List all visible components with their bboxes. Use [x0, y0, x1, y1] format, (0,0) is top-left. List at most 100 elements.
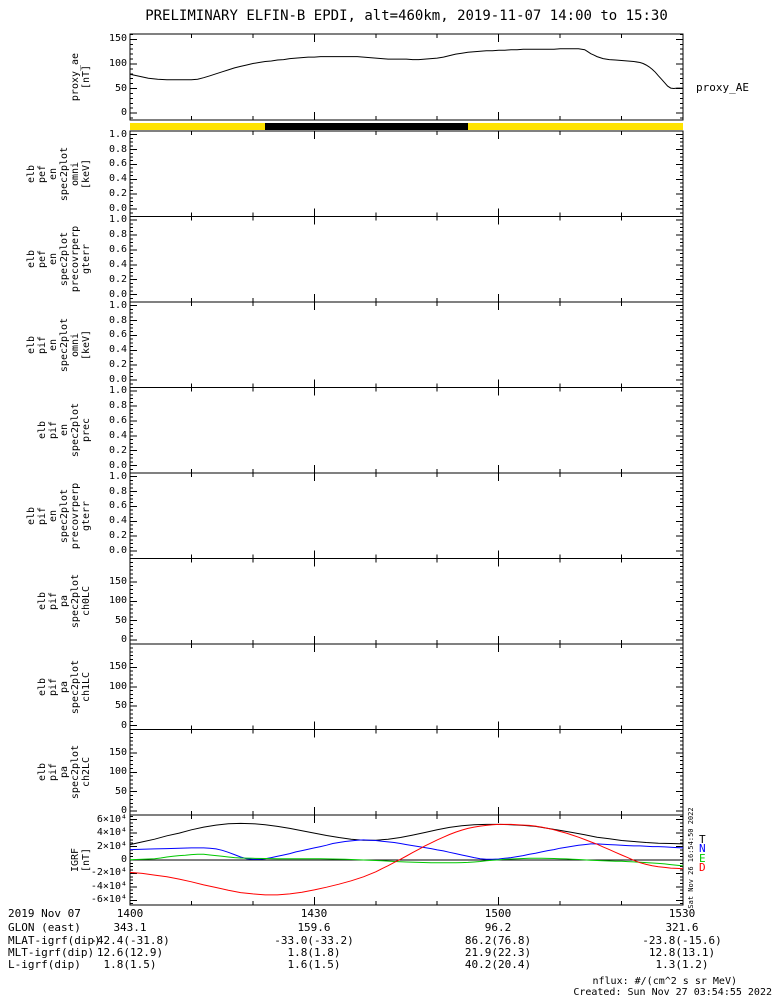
ytick-label: 50: [114, 785, 127, 797]
igrf-legend-T: T: [699, 833, 706, 846]
ytick-label: 0.2: [108, 444, 127, 456]
ytick-label: 6×10⁴: [96, 813, 127, 825]
igrf-legend-D: D: [699, 861, 706, 874]
ytick-label: 100: [108, 766, 127, 778]
panel-ylabel-line: elb: [36, 677, 48, 696]
nflux-units-note: nflux: #/(cm^2 s sr MeV): [592, 976, 738, 987]
footer-cell: 1.8(1.5): [103, 958, 157, 971]
ytick-label: 0.0: [108, 459, 127, 471]
xtick-label: 1500: [484, 907, 512, 920]
ytick-label: 0.6: [108, 158, 127, 170]
footer-cell: 86.2(76.8): [464, 934, 532, 947]
xtick-label: 1430: [300, 907, 328, 920]
panel-ylabel-line: elb: [36, 421, 48, 440]
panel-ylabel-line: elb: [25, 164, 37, 183]
footer-cell: 1.6(1.5): [287, 958, 341, 971]
panel-ylabel-line: [nT]: [80, 847, 92, 873]
panel-axes-proxy_ae: [129, 33, 684, 121]
footer-cell: 1.8(1.8): [287, 946, 341, 959]
panel-ylabel-line: spec2plot: [58, 146, 70, 201]
panel-ylabel-line: [keV]: [80, 329, 92, 360]
footer-cell: -23.8(-15.6): [642, 934, 722, 947]
ytick-label: 0.2: [108, 273, 127, 285]
ytick-label: 150: [108, 661, 127, 673]
panel-axes-elb_pif_pa_spec2plot_ch0LC: [129, 558, 684, 645]
footer-cell: 96.2: [484, 921, 512, 934]
ytick-label: 1.0: [108, 470, 127, 482]
ytick-label: 1.0: [108, 299, 127, 311]
panel-ylabel-line: omni: [69, 332, 81, 357]
panel-ylabel-line: proxy_ae: [69, 52, 81, 102]
igrf-legend-E: E: [699, 852, 706, 865]
panel-ylabel-line: elb: [25, 250, 37, 269]
panel-ylabel-line: [keV]: [80, 158, 92, 189]
ytick-label: 0: [120, 854, 127, 865]
panel-ylabel-line: pif: [47, 592, 59, 611]
panel-ylabel-line: pa: [58, 595, 70, 608]
ytick-label: 0.8: [108, 143, 127, 155]
panel-ylabel-line: ch0LC: [80, 586, 92, 617]
panel-ylabel-line: pef: [36, 250, 48, 269]
panel-ylabel-line: pif: [36, 506, 48, 525]
ytick-label: 100: [108, 57, 127, 69]
panel-ylabel-line: en: [47, 167, 59, 180]
panel-ylabel-line: elb: [25, 335, 37, 354]
footer-cell: 1.3(1.2): [655, 958, 709, 971]
panel-axes-elb_pif_pa_spec2plot_ch1LC: [129, 643, 684, 730]
ytick-label: 0.4: [108, 258, 127, 270]
footer-cell: 343.1: [113, 921, 147, 934]
ytick-label: 0.6: [108, 243, 127, 255]
ytick-label: 0.4: [108, 173, 127, 185]
panel-axes-elb_pif_en_spec2plot_omni: [129, 301, 684, 388]
panel-axes-elb_pef_en_spec2plot_precovrperp_gterr: [129, 216, 684, 303]
ytick-label: 50: [114, 82, 127, 94]
ytick-label: 0.0: [108, 288, 127, 300]
footer-cell: -33.0(-33.2): [274, 934, 354, 947]
ytick-label: 100: [108, 595, 127, 607]
panel-ylabel-line: pif: [36, 335, 48, 354]
panel-ylabel-line: elb: [36, 592, 48, 611]
panel-ylabel-line: spec2plot: [58, 232, 70, 287]
ytick-label: 150: [108, 575, 127, 587]
panel-ylabel-line: pif: [47, 421, 59, 440]
ytick-label: 0.6: [108, 500, 127, 512]
ytick-label: 0.6: [108, 329, 127, 341]
ytick-label: -4×10⁴: [90, 880, 127, 892]
footer-cell: 159.6: [297, 921, 331, 934]
panel-ylabel-line: spec2plot: [69, 745, 81, 800]
series-T: [129, 822, 684, 846]
footer-cell: 12.8(13.1): [648, 946, 716, 959]
ytick-label: 4×10⁴: [96, 827, 127, 839]
panel-ylabel-line: spec2plot: [58, 488, 70, 543]
ytick-label: 0.8: [108, 229, 127, 241]
panel-ylabel-line: ch2LC: [80, 757, 92, 788]
ytick-label: 0.4: [108, 515, 127, 527]
ytick-label: 0.2: [108, 530, 127, 542]
ytick-label: 150: [108, 746, 127, 758]
ytick-label: 1.0: [108, 385, 127, 397]
ytick-label: 0: [120, 634, 127, 646]
ytick-label: 0.8: [108, 485, 127, 497]
panel-ylabel-line: precovrperp: [69, 226, 81, 293]
ytick-label: 1.0: [108, 214, 127, 226]
panel-axes-elb_pif_en_spec2plot_prec: [129, 387, 684, 474]
flag-bar-segment: [265, 123, 468, 130]
footer-cell: -42.4(-31.8): [90, 934, 170, 947]
panel-ylabel-line: gterr: [80, 244, 92, 275]
series-D: [129, 823, 684, 896]
panel-ylabel-line: spec2plot: [69, 574, 81, 629]
panel-axes-elb_pif_pa_spec2plot_ch2LC: [129, 729, 684, 816]
ytick-label: 100: [108, 680, 127, 692]
panel-ylabel-line: omni: [69, 161, 81, 186]
xtick-label: 1400: [116, 907, 144, 920]
panel-ylabel-line: pef: [36, 164, 48, 183]
panel-ylabel-line: IGRF: [69, 847, 81, 873]
footer-cell: 12.6(12.9): [96, 946, 164, 959]
igrf-legend-N: N: [699, 842, 706, 855]
footer-cell: 321.6: [665, 921, 699, 934]
ytick-label: 0: [120, 107, 127, 119]
ytick-label: -6×10⁴: [90, 894, 127, 906]
ytick-label: 0: [120, 719, 127, 731]
